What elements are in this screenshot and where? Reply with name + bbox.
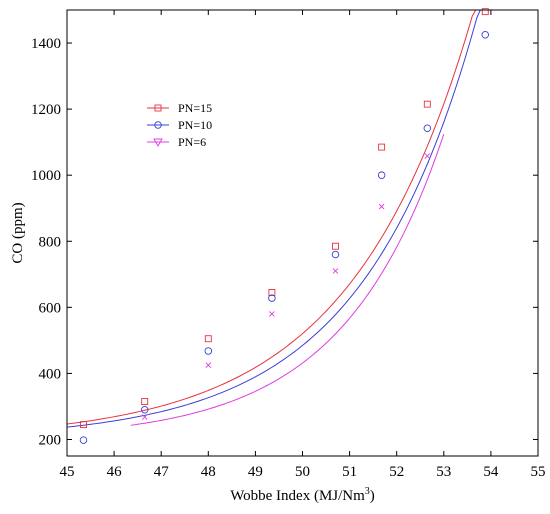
x-tick-label: 46 <box>107 464 123 480</box>
y-tick-label: 1000 <box>31 168 61 184</box>
x-stroke <box>141 414 148 420</box>
plot-frame <box>66 9 539 457</box>
data-point <box>332 242 339 250</box>
x-tick-label: 49 <box>248 464 263 480</box>
legend-marker <box>153 138 163 147</box>
fit-curves <box>66 9 491 428</box>
legend-item: PN=15 <box>147 101 212 115</box>
y-tick-label: 1200 <box>31 102 61 118</box>
x-tick-label: 52 <box>389 464 404 480</box>
data-point <box>377 171 386 179</box>
x-stroke <box>205 362 212 368</box>
legend-item: PN=10 <box>147 118 212 132</box>
legend-label: PN=15 <box>178 101 212 115</box>
data-point <box>268 294 276 302</box>
data-markers <box>79 8 489 444</box>
x-tick-label: 47 <box>154 464 170 480</box>
y-tick-label: 1400 <box>31 36 61 52</box>
x-tick-label: 54 <box>483 464 499 480</box>
x-axis-label: Wobbe Index (MJ/Nm3) <box>230 486 375 504</box>
y-tick-label: 600 <box>39 300 62 316</box>
y-tick-label: 200 <box>39 432 62 448</box>
series-markers-pn-15 <box>80 8 489 429</box>
data-point <box>378 203 385 210</box>
data-point <box>205 362 212 368</box>
data-point <box>80 421 87 429</box>
legend-label: PN=10 <box>178 118 212 132</box>
x-stroke <box>269 311 275 317</box>
data-point <box>423 100 431 108</box>
x-tick-label: 48 <box>201 464 216 480</box>
x-tick-label: 55 <box>531 464 546 480</box>
data-point <box>269 311 275 317</box>
x-tick-label: 50 <box>295 464 310 480</box>
data-point <box>378 143 386 151</box>
series-markers-pn-10 <box>79 31 489 444</box>
x-stroke <box>424 153 431 159</box>
x-tick-label: 53 <box>436 464 451 480</box>
legend: PN=15 PN=10 PN=6 <box>147 101 212 149</box>
data-point <box>140 405 149 414</box>
data-point <box>331 250 340 259</box>
data-point <box>204 347 213 355</box>
data-point <box>423 124 432 133</box>
legend-marker <box>154 104 162 112</box>
series-markers-pn-6 <box>141 153 431 420</box>
x-tick-label: 45 <box>60 464 75 480</box>
legend-marker <box>154 121 162 129</box>
fit-curve-pn-10 <box>66 9 491 428</box>
data-point <box>79 436 88 444</box>
data-point <box>481 31 489 39</box>
data-point <box>332 268 339 274</box>
data-point <box>141 414 148 420</box>
y-tick-label: 400 <box>39 366 62 382</box>
x-stroke <box>332 268 339 274</box>
data-point <box>268 289 276 296</box>
x-axis-label-superscript: 3 <box>365 486 370 497</box>
fit-curve-pn-15 <box>66 9 487 425</box>
y-axis-label: CO (ppm) <box>10 202 26 263</box>
x-axis-label-end: ) <box>370 488 375 504</box>
tick-labels: 45 46 47 48 49 50 51 52 53 54 55 200 400 600 800 1000 12… <box>31 36 546 480</box>
data-point <box>424 153 431 159</box>
axis-ticks <box>66 10 539 456</box>
data-point <box>481 8 489 16</box>
legend-label: PN=6 <box>178 135 206 149</box>
legend-item: PN=6 <box>147 135 206 149</box>
x-stroke <box>378 203 385 210</box>
y-tick-label: 800 <box>39 234 62 250</box>
fit-curve-pn-6 <box>130 133 445 426</box>
data-point <box>141 398 149 405</box>
x-tick-label: 51 <box>342 464 357 480</box>
data-point <box>204 335 212 343</box>
